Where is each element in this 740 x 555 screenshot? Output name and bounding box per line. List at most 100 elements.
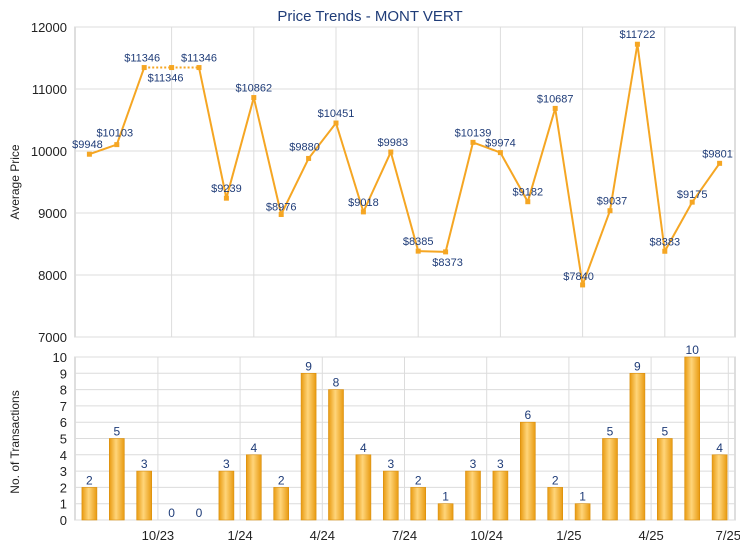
price-data-label: $11722 <box>619 29 655 41</box>
transaction-bar <box>602 438 618 521</box>
price-point <box>223 195 229 201</box>
price-panel: 7000 8000 9000 10000 11000 12000 $9948$10103 $1… <box>31 20 736 345</box>
bar-data-label: 2 <box>552 473 559 487</box>
price-point <box>552 105 558 111</box>
price-point <box>196 65 202 71</box>
price-point <box>497 150 503 156</box>
price-data-label: $10862 <box>235 83 272 95</box>
transaction-bar <box>410 487 427 521</box>
bar-y-tick-label: 0 <box>60 513 67 528</box>
bar-data-label: 4 <box>716 441 723 455</box>
transaction-bar <box>246 454 262 521</box>
transaction-bar <box>300 372 317 521</box>
bar-y-tick-label: 5 <box>60 432 67 447</box>
price-point <box>360 209 366 215</box>
bar-y-tick-label: 6 <box>60 415 67 430</box>
transaction-bar <box>109 438 125 521</box>
bar-data-label: 3 <box>470 457 477 471</box>
x-tick-label: 1/25 <box>556 528 581 543</box>
bar-y-tick-label: 1 <box>60 497 67 512</box>
bar-data-label: 10 <box>686 343 700 357</box>
price-line-segment <box>499 152 529 203</box>
transaction-bar <box>574 503 591 521</box>
bar-y-tick-label: 2 <box>60 480 67 495</box>
price-data-label: $7840 <box>563 271 594 283</box>
price-y-tick-label: 11000 <box>32 82 67 97</box>
bar-data-label: 6 <box>524 408 531 422</box>
bar-data-label: 3 <box>141 457 148 471</box>
price-data-label: $9974 <box>485 138 516 150</box>
transaction-bar <box>382 470 399 521</box>
transaction-bar <box>465 470 481 521</box>
price-y-tick-label: 7000 <box>38 330 67 345</box>
price-point <box>470 139 476 145</box>
transaction-bar <box>136 470 152 521</box>
price-line-segment <box>581 210 611 286</box>
price-data-label: $8385 <box>403 236 434 248</box>
price-data-label: $8383 <box>650 236 681 248</box>
price-point <box>86 151 92 157</box>
price-line-segment <box>663 201 694 252</box>
price-line-segment <box>280 158 310 215</box>
bar-data-label: 3 <box>497 457 504 471</box>
x-tick-label: 4/25 <box>638 528 663 543</box>
price-line-segment <box>526 108 557 202</box>
price-line-segment <box>472 141 501 154</box>
price-point <box>141 65 147 71</box>
price-data-label: $10687 <box>537 93 574 105</box>
transaction-bar <box>629 372 646 521</box>
price-point <box>525 199 531 205</box>
bar-data-label: 0 <box>196 506 203 520</box>
chart-title: Price Trends - MONT VERT <box>277 8 462 25</box>
price-plot-area <box>74 26 736 338</box>
price-y-tick-label: 8000 <box>38 268 67 283</box>
price-data-label: $9880 <box>289 141 320 153</box>
price-point <box>717 160 723 166</box>
transaction-bar <box>519 421 536 521</box>
price-line-segment <box>691 162 721 203</box>
price-point <box>306 155 312 161</box>
price-line-segment <box>307 122 337 160</box>
price-line-segment <box>609 44 639 211</box>
price-point <box>251 95 257 101</box>
price-line-segment <box>335 122 365 213</box>
price-line-segment <box>636 44 666 252</box>
x-tick-label: 7/25 <box>716 528 740 543</box>
price-point <box>415 248 421 254</box>
price-data-label: $10139 <box>455 127 492 139</box>
bar-y-tick-label: 4 <box>60 448 67 463</box>
price-y-tick-label: 9000 <box>38 206 67 221</box>
price-line-segment <box>115 67 146 145</box>
bar-data-label: 3 <box>387 457 394 471</box>
bar-data-label: 5 <box>607 425 614 439</box>
price-point <box>333 120 339 126</box>
price-point <box>634 41 640 47</box>
price-line-segment <box>89 143 118 156</box>
bar-data-label: 9 <box>634 359 641 373</box>
price-point <box>169 65 175 71</box>
price-point <box>278 211 284 217</box>
price-data-label: $8976 <box>266 201 297 213</box>
price-line-segment <box>418 250 446 253</box>
bar-data-label: 2 <box>278 473 285 487</box>
transaction-bar <box>218 470 235 521</box>
bar-data-label: 2 <box>415 473 422 487</box>
bar-data-label: 2 <box>86 473 93 487</box>
bar-data-label: 4 <box>360 441 367 455</box>
price-line-segment <box>198 67 228 199</box>
price-point <box>689 199 695 205</box>
price-data-label: $9948 <box>72 139 103 151</box>
price-data-label: $9175 <box>677 189 708 201</box>
bar-data-label: 5 <box>113 425 120 439</box>
price-data-label: $9018 <box>348 197 379 209</box>
x-tick-label: 10/24 <box>470 528 503 543</box>
transaction-bar <box>355 454 372 521</box>
x-tick-label: 7/24 <box>392 528 417 543</box>
bar-y-tick-label: 10 <box>53 350 67 365</box>
bar-data-label: 4 <box>250 441 257 455</box>
price-data-label: $11346 <box>124 53 160 65</box>
price-line-segment <box>389 151 420 252</box>
